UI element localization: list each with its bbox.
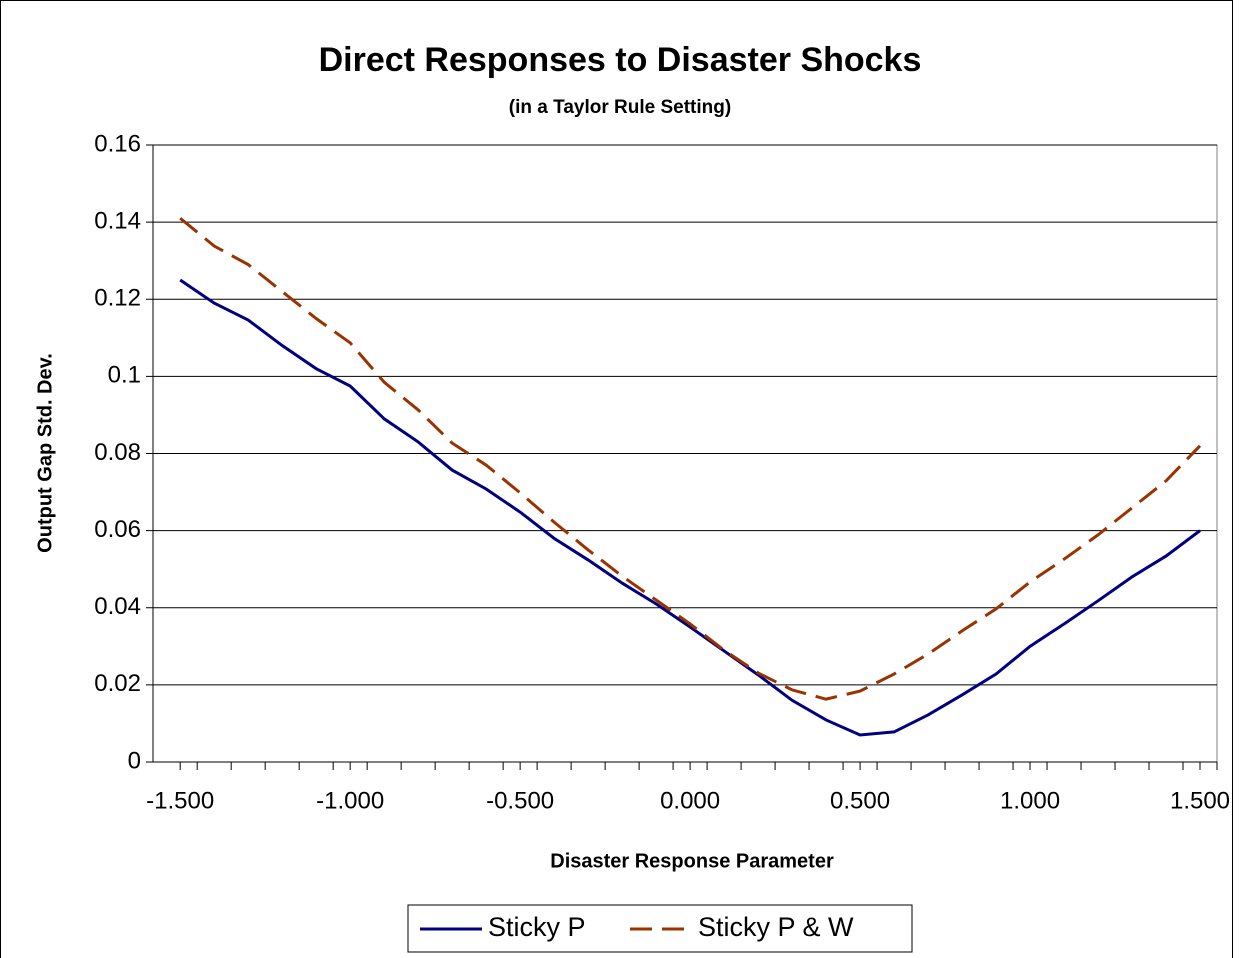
x-tick-label: 0.000 xyxy=(660,787,720,814)
x-tick-label: -1.500 xyxy=(146,787,214,814)
legend-box xyxy=(407,904,913,953)
y-tick-label: 0 xyxy=(128,747,141,774)
x-axis-label: Disaster Response Parameter xyxy=(550,850,834,872)
chart-title: Direct Responses to Disaster Shocks xyxy=(319,41,922,79)
legend-label: Sticky P xyxy=(488,912,586,942)
y-tick-label: 0.06 xyxy=(94,516,141,543)
line-series xyxy=(179,217,1202,701)
x-tick-label: -1.000 xyxy=(316,787,384,814)
x-tick-label: 1.000 xyxy=(1000,787,1060,814)
y-tick-label: 0.16 xyxy=(94,130,141,157)
x-tick-label: 1.500 xyxy=(1170,787,1230,814)
x-tick-label: -0.500 xyxy=(486,787,554,814)
line-series xyxy=(179,278,1201,737)
y-tick-label: 0.12 xyxy=(94,285,141,312)
y-tick-label: 0.14 xyxy=(94,207,141,234)
legend-label: Sticky P & W xyxy=(698,912,854,942)
y-tick-label: 0.04 xyxy=(94,593,141,620)
y-tick-label: 0.08 xyxy=(94,439,141,466)
y-tick-label: 0.1 xyxy=(108,362,141,389)
chart-subtitle: (in a Taylor Rule Setting) xyxy=(509,97,731,118)
x-tick-label: 0.500 xyxy=(830,787,890,814)
y-axis-label: Output Gap Std. Dev. xyxy=(34,353,56,553)
y-tick-label: 0.02 xyxy=(94,670,141,697)
